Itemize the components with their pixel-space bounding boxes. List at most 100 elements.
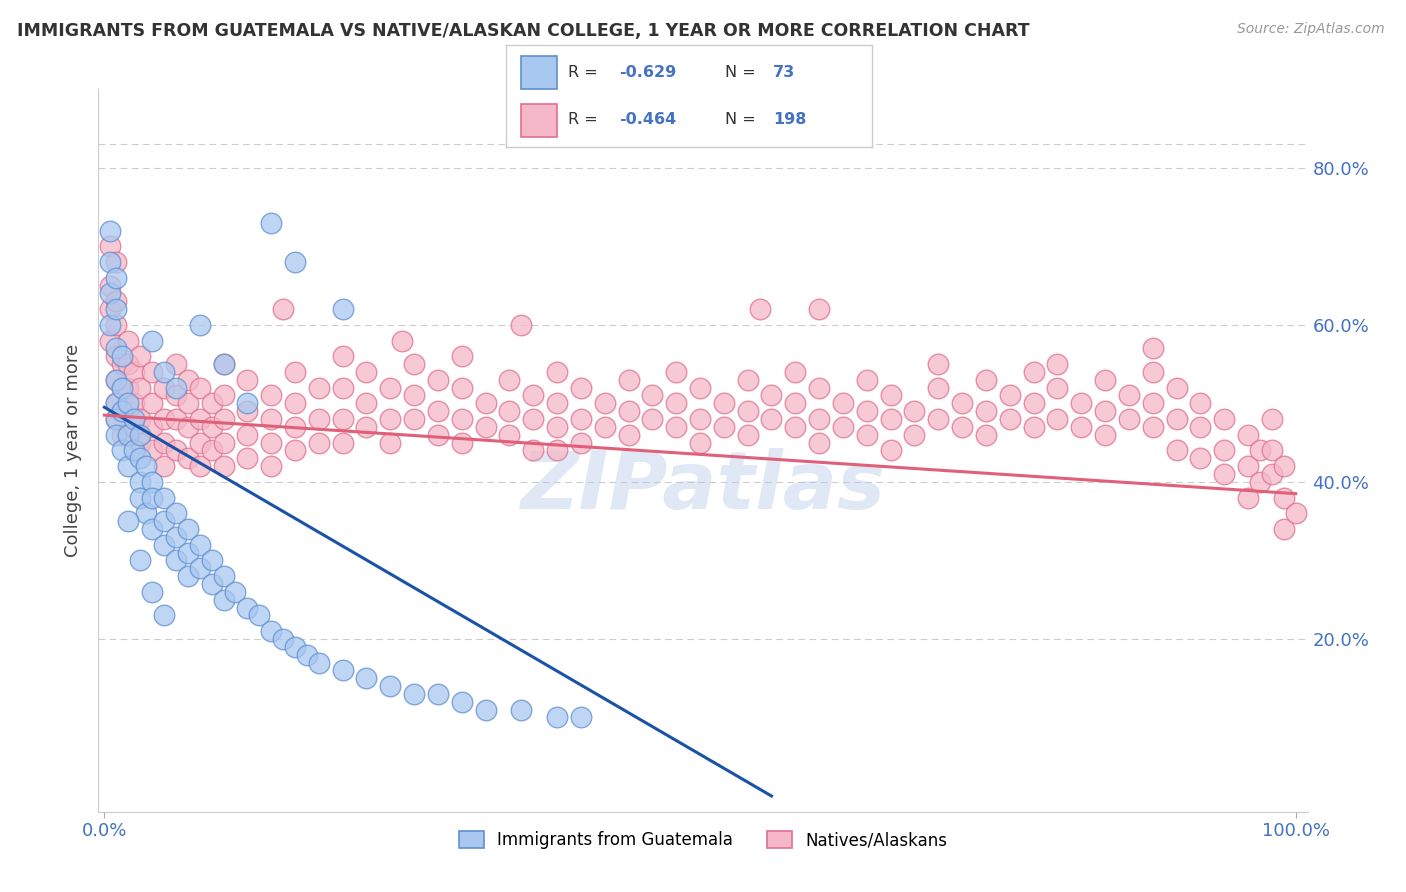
Text: ZIPatlas: ZIPatlas [520, 448, 886, 525]
Point [1166, 443, 1188, 458]
Point [165, 506, 187, 520]
Point [212, 412, 235, 426]
Point [122, 412, 145, 426]
Point [1166, 412, 1188, 426]
Point [1070, 420, 1092, 434]
Point [117, 381, 139, 395]
Point [188, 318, 211, 332]
Point [380, 412, 402, 426]
Legend: Immigrants from Guatemala, Natives/Alaskans: Immigrants from Guatemala, Natives/Alask… [451, 822, 955, 857]
Point [569, 435, 592, 450]
Point [510, 703, 533, 717]
Point [404, 357, 426, 371]
Point [498, 404, 520, 418]
Point [141, 522, 163, 536]
Point [546, 420, 568, 434]
Point [641, 388, 664, 402]
Point [98, 223, 121, 237]
Point [117, 404, 139, 418]
Point [1094, 373, 1116, 387]
Point [808, 435, 831, 450]
Point [1046, 412, 1069, 426]
Point [332, 349, 354, 363]
Bar [520, 104, 557, 137]
Point [284, 420, 307, 434]
Point [165, 412, 187, 426]
Point [450, 349, 472, 363]
Point [284, 396, 307, 410]
Point [308, 435, 330, 450]
Point [785, 365, 807, 379]
Point [200, 577, 222, 591]
Point [546, 710, 568, 724]
Point [450, 695, 472, 709]
Point [153, 491, 176, 505]
Point [129, 412, 152, 426]
Text: 73: 73 [773, 65, 796, 79]
Point [856, 404, 879, 418]
Point [1166, 381, 1188, 395]
Point [98, 255, 121, 269]
Point [808, 302, 831, 317]
Point [1142, 365, 1164, 379]
Point [785, 420, 807, 434]
Text: R =: R = [568, 112, 603, 127]
Point [141, 443, 163, 458]
Point [188, 561, 211, 575]
Point [177, 420, 200, 434]
Point [236, 373, 259, 387]
Point [308, 412, 330, 426]
Point [129, 435, 152, 450]
Text: R =: R = [568, 65, 603, 79]
Point [332, 302, 354, 317]
Point [356, 365, 378, 379]
Text: Source: ZipAtlas.com: Source: ZipAtlas.com [1237, 22, 1385, 37]
Point [177, 522, 200, 536]
Point [141, 334, 163, 348]
Point [98, 286, 121, 301]
Point [129, 349, 152, 363]
Point [111, 443, 134, 458]
Point [808, 381, 831, 395]
Point [200, 443, 222, 458]
Point [153, 514, 176, 528]
Point [153, 435, 176, 450]
Point [665, 420, 688, 434]
Point [356, 420, 378, 434]
Point [974, 373, 997, 387]
Point [856, 373, 879, 387]
Point [129, 475, 152, 489]
Point [236, 600, 259, 615]
Point [295, 648, 318, 662]
Point [569, 710, 592, 724]
Point [546, 443, 568, 458]
Point [177, 451, 200, 466]
Point [105, 318, 128, 332]
Point [1261, 412, 1284, 426]
Point [105, 427, 128, 442]
Point [927, 357, 949, 371]
Point [1272, 522, 1295, 536]
Point [153, 459, 176, 474]
Point [1272, 459, 1295, 474]
Point [617, 404, 640, 418]
Point [426, 687, 449, 701]
Point [129, 451, 152, 466]
Point [141, 420, 163, 434]
Point [188, 381, 211, 395]
Point [212, 357, 235, 371]
Point [105, 349, 128, 363]
Point [474, 420, 496, 434]
Point [212, 357, 235, 371]
Point [111, 357, 134, 371]
Point [260, 459, 283, 474]
Point [617, 427, 640, 442]
Point [105, 412, 128, 426]
Point [165, 553, 187, 567]
Point [260, 435, 283, 450]
Point [689, 381, 711, 395]
Point [474, 703, 496, 717]
Point [98, 278, 121, 293]
Point [129, 427, 152, 442]
Point [122, 396, 145, 410]
